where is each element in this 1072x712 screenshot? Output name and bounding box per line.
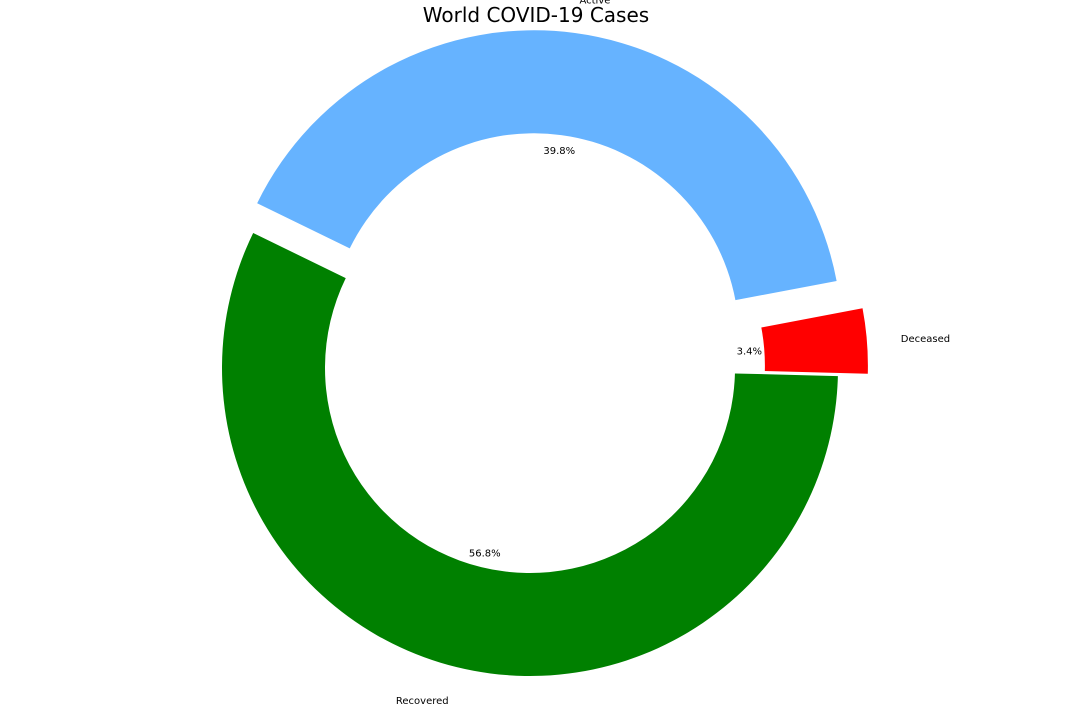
percent-label-deceased: 3.4% (737, 346, 762, 357)
slice-deceased (761, 308, 868, 374)
label-deceased: Deceased (901, 334, 950, 345)
label-active: Active (579, 0, 610, 6)
percent-label-active: 39.8% (543, 146, 575, 157)
percent-label-recovered: 56.8% (469, 549, 501, 560)
slice-active (257, 30, 837, 301)
slice-labels: Active 39.8% Deceased 3.4% Recovered 56.8% (396, 0, 950, 707)
chart-title: World COVID-19 Cases (423, 3, 649, 27)
label-recovered: Recovered (396, 696, 449, 707)
donut-slices (221, 30, 868, 677)
slice-recovered (221, 232, 838, 677)
